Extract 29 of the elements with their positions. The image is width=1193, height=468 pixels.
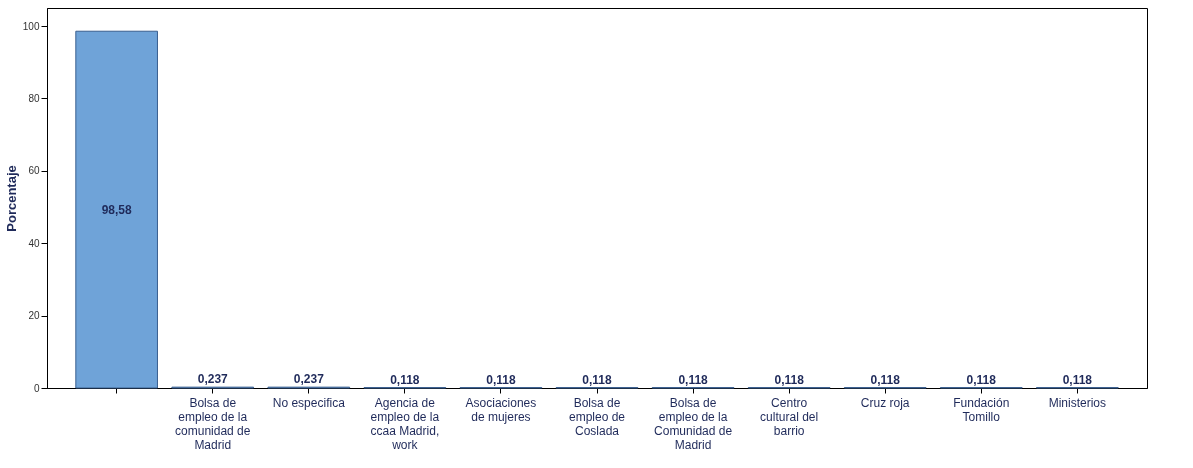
y-tick-label: 0	[33, 382, 40, 394]
x-tick-label: Bolsa de empleo de la comunidad de Madrid	[175, 395, 251, 452]
data-label: 0,237	[197, 372, 229, 387]
data-label: 0,118	[1062, 372, 1093, 387]
x-tick-label: Fundación Tomillo	[953, 395, 1010, 424]
data-label: 0,118	[774, 372, 805, 387]
data-label: 0,118	[390, 372, 420, 387]
data-label: 0,118	[582, 372, 613, 387]
x-tick-label: No especifica	[272, 395, 346, 410]
data-label: 0,118	[870, 372, 901, 387]
y-tick-label: 40	[28, 237, 40, 249]
y-tick-label: 100	[22, 20, 40, 32]
data-label: 98,58	[101, 202, 132, 217]
data-label: 0,237	[293, 372, 325, 387]
x-tick-label: Asociaciones de mujeres	[465, 395, 537, 424]
x-tick-label: Bolsa de empleo de Coslada	[568, 395, 626, 438]
bar	[75, 30, 158, 389]
data-label: 0,118	[678, 372, 709, 387]
y-tick-label: 20	[28, 310, 40, 322]
x-tick-label: Centro cultural del barrio	[760, 395, 819, 438]
data-label: 0,118	[966, 372, 997, 387]
x-tick-label: Agencia de empleo de la ccaa Madrid, work	[370, 395, 440, 452]
x-tick-label: Ministerios	[1048, 395, 1107, 410]
y-tick-label: 80	[28, 92, 40, 104]
x-tick-label: Cruz roja	[860, 395, 910, 410]
y-axis-title: Porcentaje	[3, 165, 19, 232]
data-label: 0,118	[486, 372, 516, 387]
x-tick-label: Bolsa de empleo de la Comunidad de Madrid	[654, 395, 733, 452]
y-tick-label: 60	[28, 165, 40, 177]
